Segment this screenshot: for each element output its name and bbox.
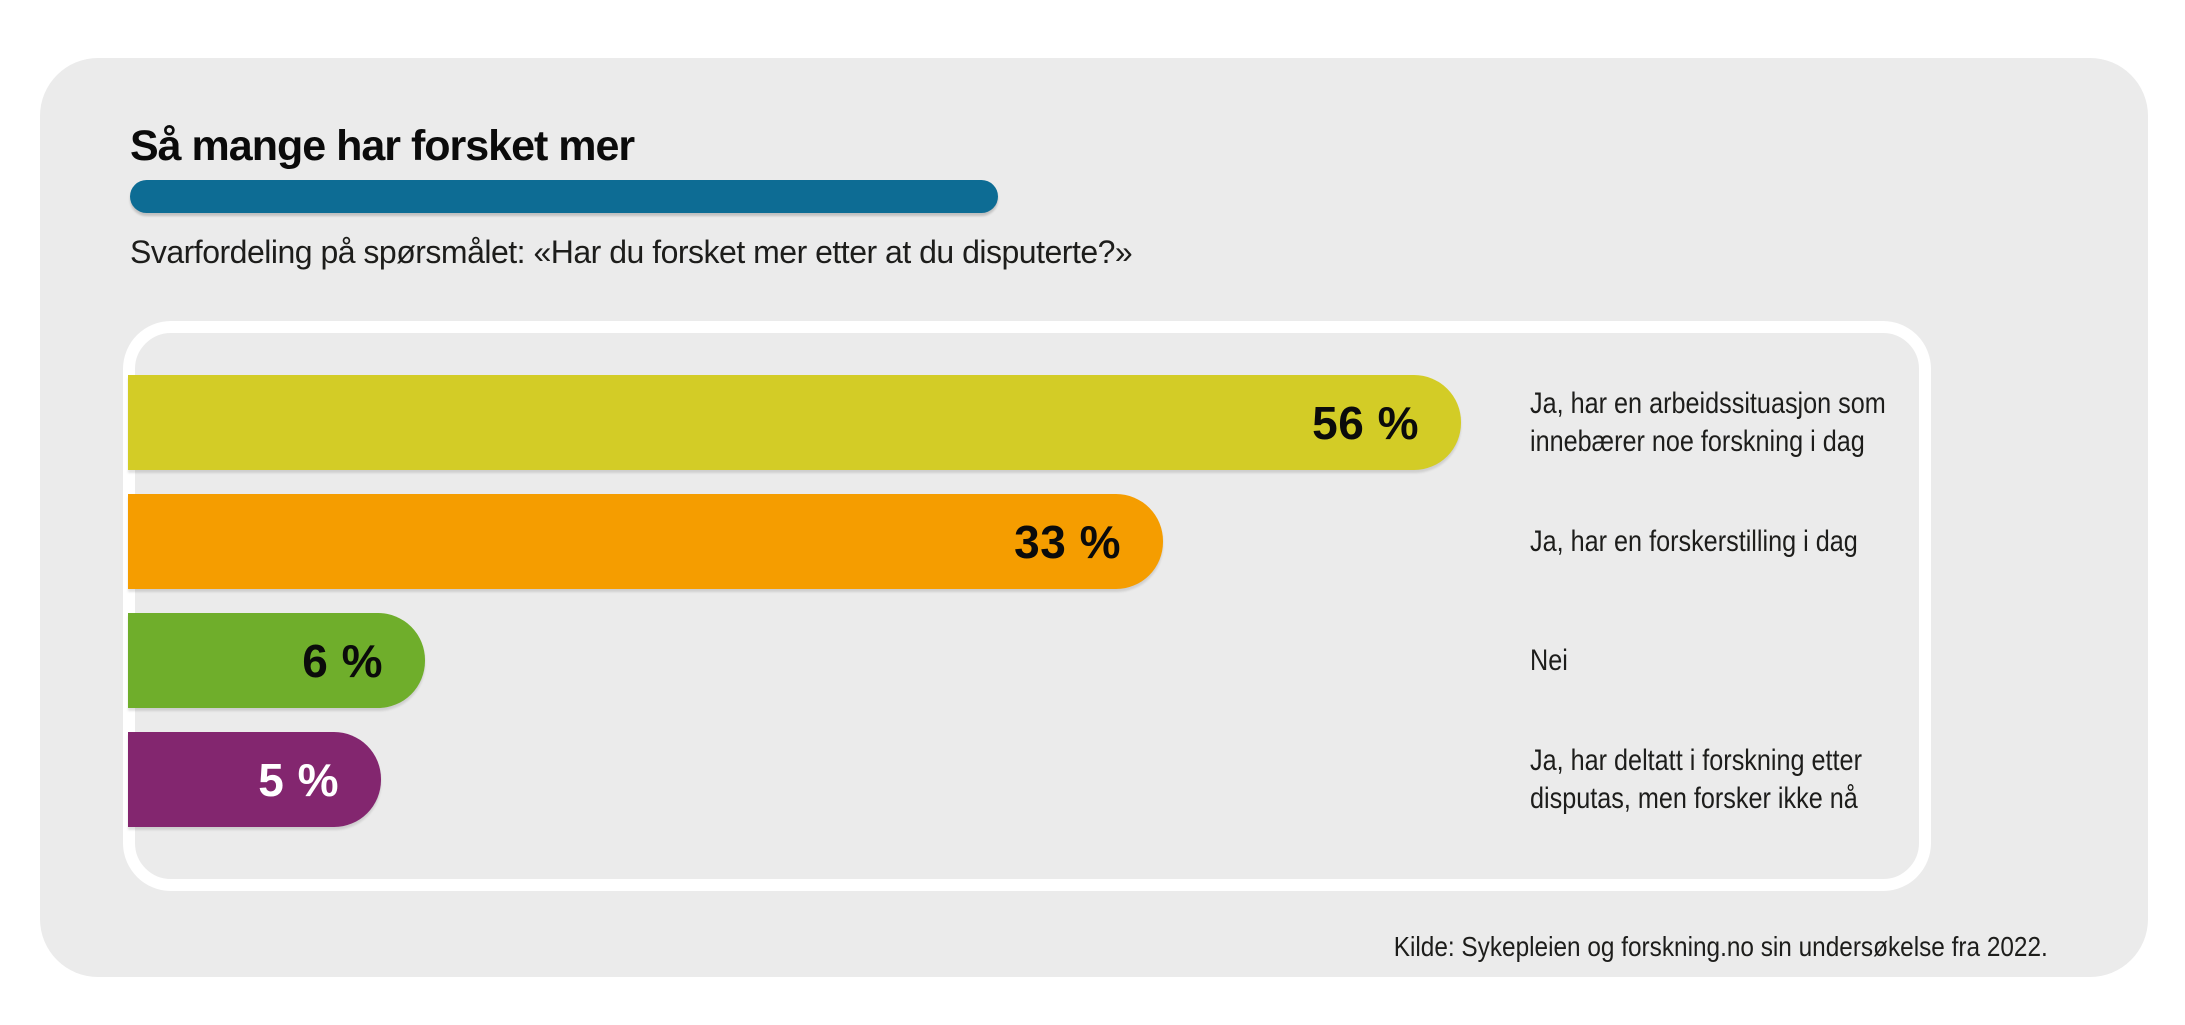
value-label: 33 % — [1014, 515, 1121, 568]
category-label: Nei — [1530, 643, 1568, 677]
chart-row: 6 % Nei — [128, 613, 1919, 708]
category-label: Ja, har deltatt i forskning etter disput… — [1530, 743, 1862, 815]
value-label: 5 % — [258, 753, 339, 806]
bar: 6 % — [128, 613, 425, 708]
category-label: Ja, har en arbeidssituasjon som innebære… — [1530, 386, 1886, 458]
bar: 5 % — [128, 732, 381, 827]
chart-row: 33 % Ja, har en forskerstilling i dag — [128, 494, 1919, 589]
bar: 33 % — [128, 494, 1163, 589]
category-label: Ja, har en forskerstilling i dag — [1530, 524, 1858, 558]
page-title: Så mange har forsket mer — [130, 122, 635, 170]
infographic-card: Så mange har forsket mer Svarfordeling p… — [40, 58, 2148, 977]
value-label: 56 % — [1312, 396, 1419, 449]
source-note: Kilde: Sykepleien og forskning.no sin un… — [1393, 931, 2048, 962]
title-underline-bar — [130, 180, 998, 213]
chart-panel: 56 % Ja, har en arbeidssituasjon som inn… — [123, 321, 1931, 891]
bar: 56 % — [128, 375, 1461, 470]
chart-row: 5 % Ja, har deltatt i forskning etter di… — [128, 732, 1919, 827]
subtitle-question: Svarfordeling på spørsmålet: «Har du for… — [130, 234, 1133, 270]
value-label: 6 % — [302, 634, 383, 687]
chart-row: 56 % Ja, har en arbeidssituasjon som inn… — [128, 375, 1919, 470]
